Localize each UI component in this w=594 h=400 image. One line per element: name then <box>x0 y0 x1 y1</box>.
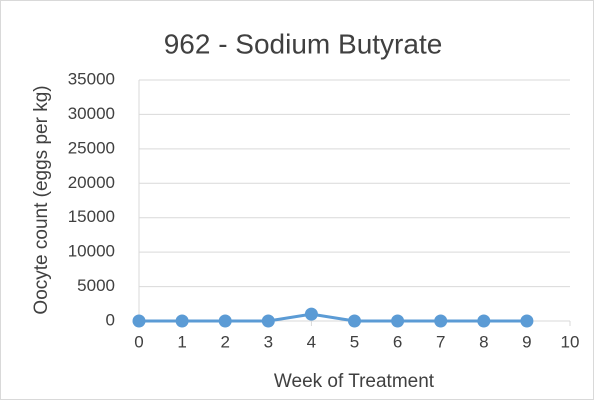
x-tick-label: 10 <box>561 332 580 351</box>
y-tick-label: 15000 <box>68 207 115 226</box>
y-tick-label: 10000 <box>68 242 115 261</box>
x-tick-label: 5 <box>350 332 359 351</box>
y-tick-label: 20000 <box>68 173 115 192</box>
data-point <box>304 307 318 321</box>
y-tick-label: 25000 <box>68 138 115 157</box>
x-tick-label: 0 <box>134 332 143 351</box>
y-tick-label: 35000 <box>68 69 115 88</box>
x-tick-label: 8 <box>479 332 488 351</box>
series-line <box>139 312 527 323</box>
x-tick-label: 2 <box>220 332 229 351</box>
y-tick-label: 30000 <box>68 104 115 123</box>
data-point <box>520 314 534 328</box>
x-axis-title: Week of Treatment <box>274 371 435 392</box>
data-point <box>218 314 232 328</box>
chart-title: 962 - Sodium Butyrate <box>164 28 443 59</box>
data-point <box>261 314 275 328</box>
x-tick-label: 3 <box>264 332 273 351</box>
data-point <box>348 314 361 328</box>
data-point <box>391 314 405 328</box>
y-tick-label: 5000 <box>77 276 115 295</box>
x-tick-label: 4 <box>307 332 316 351</box>
data-point <box>175 314 189 328</box>
x-tick-label: 7 <box>436 332 445 351</box>
x-tick-label: 6 <box>393 332 402 351</box>
x-tick-label: 1 <box>177 332 186 351</box>
x-tick-label: 9 <box>522 332 531 351</box>
y-axis-title: Oocyte count (eggs per kg) <box>31 85 52 314</box>
data-point <box>477 314 491 328</box>
data-point <box>132 314 146 328</box>
data-point <box>434 314 448 328</box>
y-tick-label: 0 <box>106 310 115 329</box>
